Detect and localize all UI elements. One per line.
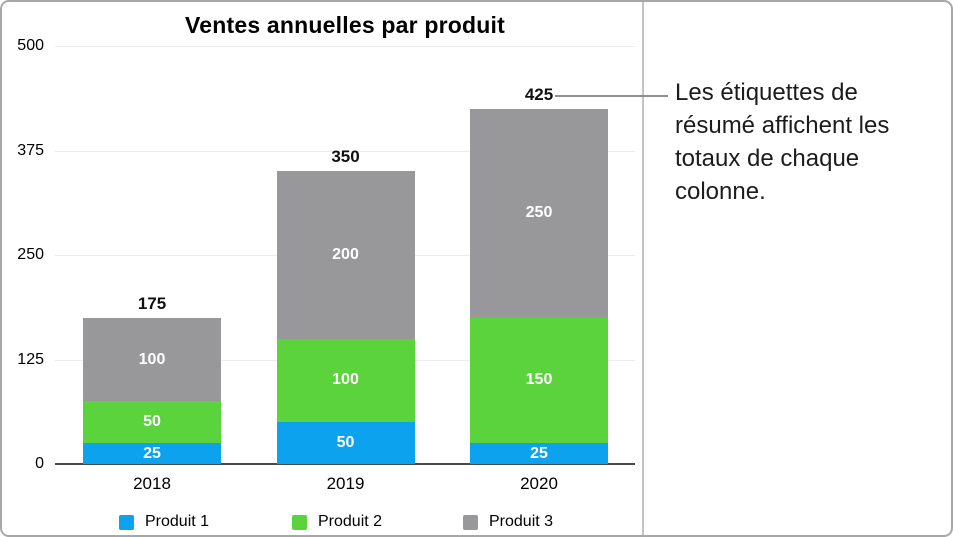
segment-value-label: 100 [138, 350, 166, 368]
callout-line [555, 95, 668, 97]
segment-value-label: 150 [525, 371, 553, 389]
legend-swatch-produit-3 [463, 514, 478, 530]
bar-segment-produit-2-2019: 100 [276, 338, 415, 423]
legend-item-produit-2: Produit 2 [292, 513, 382, 531]
segment-value-label: 100 [332, 371, 359, 389]
bar-group-2018: 25 50 100 [83, 317, 221, 464]
bar-segment-produit-3-2018: 100 [83, 317, 221, 402]
legend-label: Produit 2 [318, 513, 383, 530]
summary-label-2019: 350 [331, 147, 360, 167]
gridline-375 [55, 150, 635, 152]
annotation-text: Les étiquettes de résumé affichent les t… [675, 79, 890, 205]
x-category-label-2019: 2019 [326, 474, 365, 493]
legend-item-produit-3: Produit 3 [463, 513, 553, 531]
segment-value-label: 25 [143, 444, 161, 462]
x-axis-line [55, 463, 635, 465]
y-tick-label-250: 250 [17, 246, 44, 263]
bar-segment-produit-1-2020: 25 [470, 443, 608, 464]
bar-segment-produit-1-2018: 25 [83, 443, 221, 464]
summary-label-2018: 175 [137, 293, 167, 313]
bar-group-2019: 50 100 200 [276, 171, 415, 464]
segment-value-label: 25 [530, 444, 548, 462]
legend-swatch-produit-2 [292, 514, 307, 530]
bar-segment-produit-1-2019: 50 [276, 422, 415, 464]
segment-value-label: 50 [143, 413, 161, 431]
plot-area: 25 50 100 175 2018 50 100 200 350 2019 25 150 250 425… [55, 46, 635, 493]
y-tick-label-375: 375 [17, 141, 44, 159]
chart-title: Ventes annuelles par produit [184, 12, 505, 38]
segment-value-label: 200 [332, 246, 359, 264]
segment-value-label: 250 [525, 204, 553, 222]
y-tick-label-0: 0 [35, 455, 44, 472]
legend-label: Produit 3 [489, 513, 554, 530]
y-tick-label-500: 500 [17, 37, 44, 54]
bar-segment-produit-2-2018: 50 [83, 401, 221, 444]
legend-label: Produit 1 [145, 513, 210, 530]
x-category-label-2020: 2020 [520, 474, 558, 493]
x-category-label-2018: 2018 [133, 474, 171, 493]
legend-swatch-produit-1 [119, 514, 134, 530]
segment-value-label: 50 [336, 434, 355, 452]
y-tick-label-125: 125 [17, 350, 44, 368]
gridline-500 [55, 46, 635, 47]
summary-label-2020: 425 [524, 84, 554, 104]
chart-panel: Ventes annuelles par produit 25 50 100 175 2… [2, 2, 644, 535]
bar-segment-produit-3-2020: 250 [470, 108, 608, 318]
chart-legend: Produit 1 Produit 2 Produit 3 [2, 2, 642, 535]
legend-item-produit-1: Produit 1 [119, 513, 209, 531]
bar-segment-produit-3-2019: 200 [276, 171, 415, 339]
bar-segment-produit-2-2020: 150 [470, 317, 608, 444]
bar-group-2020: 25 150 250 [470, 108, 608, 464]
